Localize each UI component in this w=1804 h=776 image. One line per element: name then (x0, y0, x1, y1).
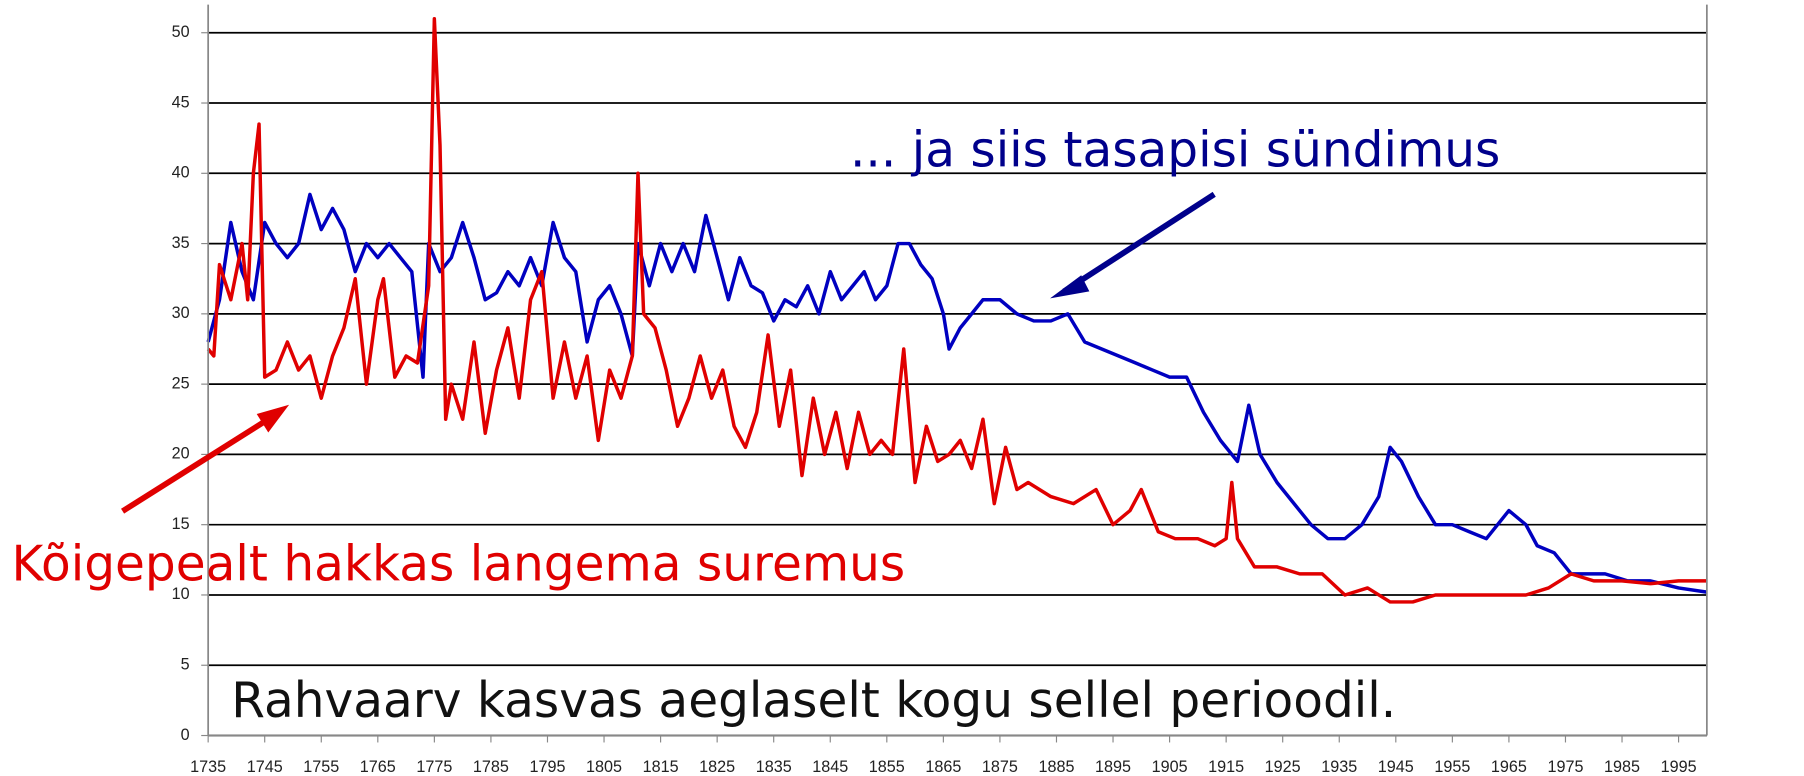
y-tick-label: 30 (172, 304, 190, 322)
y-tick-label: 45 (172, 93, 190, 111)
y-tick-label: 20 (172, 445, 190, 463)
x-tick-label: 1915 (1208, 758, 1244, 776)
plot (206, 17, 1708, 604)
x-tick-label: 1905 (1152, 758, 1188, 776)
x-tick-label: 1935 (1321, 758, 1357, 776)
arrow-head (256, 404, 290, 433)
x-tick-label: 1775 (416, 758, 452, 776)
x-tick-label: 1745 (247, 758, 283, 776)
x-tick-label: 1965 (1491, 758, 1527, 776)
x-tick-label: 1945 (1378, 758, 1414, 776)
y-tick-label: 40 (172, 164, 190, 182)
x-tick-label: 1805 (586, 758, 622, 776)
series-line (206, 192, 1708, 594)
annotation: Kõigepealt hakkas langema suremus (12, 537, 906, 593)
x-tick-label: 1735 (190, 758, 226, 776)
x-tick-label: 1985 (1604, 758, 1640, 776)
x-tick-label: 1855 (869, 758, 905, 776)
x-tick-label: 1815 (643, 758, 679, 776)
series-line (206, 17, 1707, 604)
x-tick-label: 1835 (756, 758, 792, 776)
x-tick-label: 1975 (1547, 758, 1583, 776)
y-tick-label: 35 (172, 234, 190, 252)
y-tick-label: 5 (181, 656, 190, 674)
x-tick-label: 1865 (925, 758, 961, 776)
x-tick-label: 1785 (473, 758, 509, 776)
x-tick-label: 1995 (1661, 758, 1697, 776)
x-tick-label: 1795 (529, 758, 565, 776)
x-tick-label: 1765 (360, 758, 396, 776)
x-tick-label: 1885 (1038, 758, 1074, 776)
x-tick-label: 1925 (1265, 758, 1301, 776)
annotation: Rahvaarv kasvas aeglaselt kogu sellel pe… (231, 673, 1396, 729)
x-tick-label: 1825 (699, 758, 735, 776)
x-tick-label: 1845 (812, 758, 848, 776)
y-tick-label: 15 (172, 515, 190, 533)
x-tick-label: 1875 (982, 758, 1018, 776)
x-tick-label: 1895 (1095, 758, 1131, 776)
grid (201, 31, 1707, 743)
arrow-head (1050, 275, 1090, 299)
x-tick-label: 1955 (1434, 758, 1470, 776)
x-tick-label: 1755 (303, 758, 339, 776)
y-tick-label: 50 (172, 23, 190, 41)
y-tick-label: 25 (172, 374, 190, 392)
y-tick-label: 0 (181, 726, 190, 744)
y-tick-label: 10 (172, 585, 190, 603)
annotation: ... ja siis tasapisi sündimus (850, 123, 1500, 179)
arrow (121, 413, 275, 514)
arrow (1062, 191, 1216, 294)
